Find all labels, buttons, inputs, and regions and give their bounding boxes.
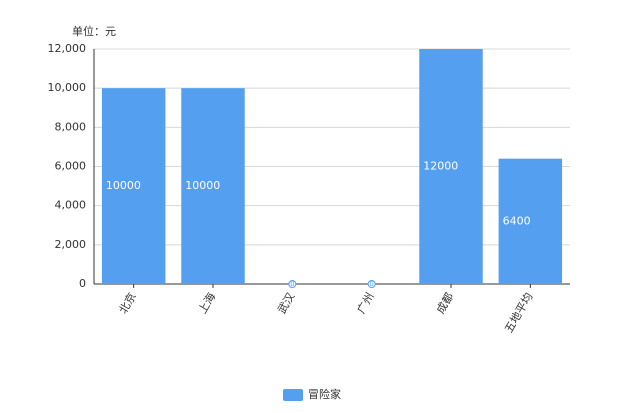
x-tick-label: 武汉 <box>275 291 297 317</box>
y-tick-label: 8,000 <box>55 120 87 133</box>
x-tick-label: 成都 <box>434 291 456 317</box>
zero-marker <box>367 280 376 288</box>
y-tick-label: 12,000 <box>48 42 87 55</box>
legend-label: 冒险家 <box>308 387 341 401</box>
y-tick-label: 6,000 <box>55 160 87 173</box>
bar <box>181 88 245 285</box>
unit-label: 单位：元 <box>72 24 116 38</box>
legend-swatch <box>283 389 303 401</box>
y-tick-label: 0 <box>79 277 86 290</box>
bar <box>498 158 563 284</box>
x-tick-label: 上海 <box>195 290 218 316</box>
y-tick-label: 4,000 <box>55 199 87 212</box>
bar <box>419 49 483 284</box>
y-tick-label: 2,000 <box>55 238 87 251</box>
data-label: 10000 <box>106 179 141 192</box>
data-label: 6400 <box>503 214 531 227</box>
y-tick-label: 10,000 <box>48 81 87 94</box>
data-label: 10000 <box>185 179 220 192</box>
data-label: 12000 <box>423 160 458 173</box>
bar <box>101 88 166 285</box>
x-tick-label: 五地平均 <box>502 291 535 336</box>
x-tick-label: 北京 <box>116 290 139 316</box>
data-label: 0 <box>369 280 373 288</box>
zero-marker <box>288 280 297 288</box>
x-tick-label: 广州 <box>355 291 377 317</box>
data-label: 0 <box>290 280 294 288</box>
